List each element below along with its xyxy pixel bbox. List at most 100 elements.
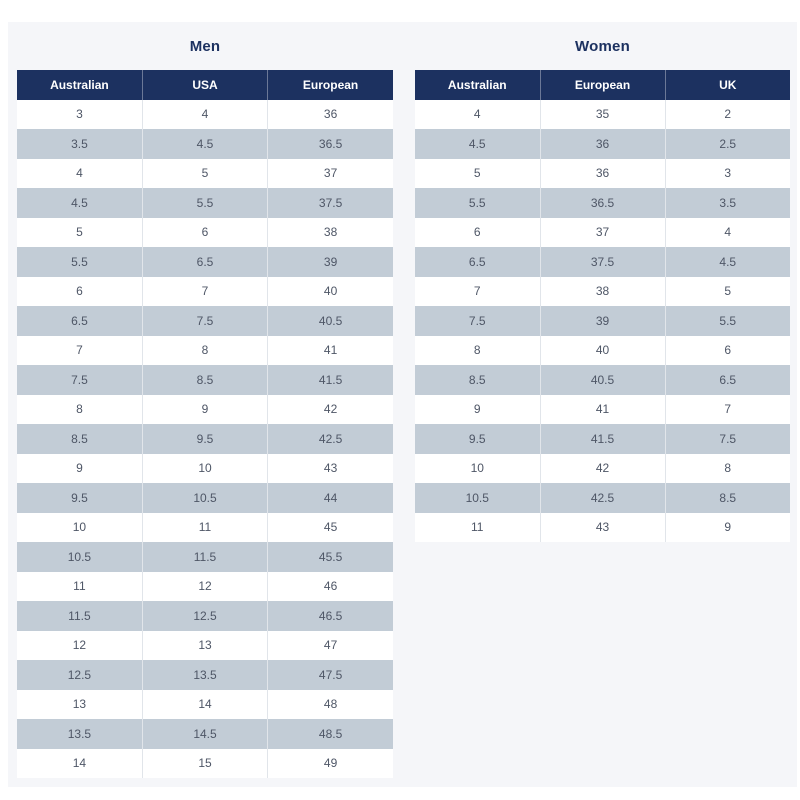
size-cell: 12 <box>17 630 143 660</box>
size-cell: 37 <box>267 158 393 188</box>
table-row: 12.5 13.5 47.5 <box>17 660 393 690</box>
table-row: 9 41 7 <box>415 394 790 424</box>
size-cell: 15 <box>141 748 268 778</box>
women-table-title: Women <box>575 37 630 55</box>
size-cell: 36 <box>539 158 665 188</box>
column-header-australian: Australian <box>415 70 540 100</box>
size-cell: 7 <box>664 394 790 424</box>
men-table-title: Men <box>189 37 221 55</box>
table-row: 10.5 42.5 8.5 <box>415 483 790 513</box>
table-row: 12 13 47 <box>17 630 393 660</box>
size-cell: 48 <box>267 689 393 719</box>
size-chart-panel: Men Australian USA European 3 4 36 3.5 4.5 36… <box>8 22 797 787</box>
women-table-body: 4 35 2 4.5 36 2.5 5 36 3 5.5 36.5 3.5 6 37 4 6.5 37.5 4.5… <box>415 99 790 542</box>
size-cell: 41.5 <box>267 365 393 395</box>
size-cell: 41 <box>539 394 665 424</box>
size-cell: 4.5 <box>141 129 268 159</box>
size-cell: 12.5 <box>17 660 143 690</box>
size-cell: 40.5 <box>267 306 393 336</box>
table-row: 10 11 45 <box>17 512 393 542</box>
table-row: 6 7 40 <box>17 276 393 306</box>
size-cell: 37.5 <box>539 247 665 277</box>
size-cell: 7 <box>141 276 268 306</box>
size-cell: 3 <box>664 158 790 188</box>
size-cell: 5 <box>415 158 540 188</box>
size-cell: 45 <box>267 512 393 542</box>
table-row: 6.5 7.5 40.5 <box>17 306 393 336</box>
size-cell: 7.5 <box>415 306 540 336</box>
size-cell: 9 <box>141 394 268 424</box>
size-cell: 13.5 <box>17 719 143 749</box>
size-cell: 9.5 <box>17 483 143 513</box>
table-row: 5 6 38 <box>17 217 393 247</box>
size-cell: 7 <box>415 276 540 306</box>
table-row: 11 12 46 <box>17 571 393 601</box>
size-cell: 3.5 <box>664 188 790 218</box>
size-cell: 3 <box>17 99 143 129</box>
table-row: 14 15 49 <box>17 748 393 778</box>
size-cell: 9 <box>17 453 143 483</box>
table-row: 8.5 9.5 42.5 <box>17 424 393 454</box>
table-row: 5 36 3 <box>415 158 790 188</box>
table-row: 8 40 6 <box>415 335 790 365</box>
size-cell: 41 <box>267 335 393 365</box>
size-cell: 37 <box>539 217 665 247</box>
header-row: Australian USA European <box>17 70 393 100</box>
table-row: 6.5 37.5 4.5 <box>415 247 790 277</box>
size-cell: 47.5 <box>267 660 393 690</box>
table-row: 3 4 36 <box>17 99 393 129</box>
size-cell: 47 <box>267 630 393 660</box>
size-cell: 5.5 <box>415 188 540 218</box>
size-cell: 9.5 <box>415 424 540 454</box>
size-cell: 38 <box>267 217 393 247</box>
men-table-header: Australian USA European <box>17 70 393 100</box>
size-cell: 11.5 <box>141 542 268 572</box>
women-table-header: Australian European UK <box>415 70 790 100</box>
table-row: 4.5 5.5 37.5 <box>17 188 393 218</box>
table-row: 9.5 41.5 7.5 <box>415 424 790 454</box>
size-cell: 11 <box>415 512 540 542</box>
column-header-australian: Australian <box>17 70 143 100</box>
size-cell: 11 <box>17 571 143 601</box>
size-cell: 10.5 <box>415 483 540 513</box>
size-cell: 14.5 <box>141 719 268 749</box>
table-row: 8 9 42 <box>17 394 393 424</box>
size-cell: 14 <box>141 689 268 719</box>
size-cell: 12 <box>141 571 268 601</box>
table-row: 8.5 40.5 6.5 <box>415 365 790 395</box>
size-cell: 4.5 <box>17 188 143 218</box>
size-cell: 7.5 <box>664 424 790 454</box>
size-cell: 43 <box>267 453 393 483</box>
size-cell: 8 <box>415 335 540 365</box>
table-row: 7.5 8.5 41.5 <box>17 365 393 395</box>
size-cell: 7.5 <box>17 365 143 395</box>
size-cell: 6 <box>415 217 540 247</box>
size-cell: 13 <box>141 630 268 660</box>
size-cell: 45.5 <box>267 542 393 572</box>
size-cell: 9 <box>664 512 790 542</box>
size-cell: 36.5 <box>539 188 665 218</box>
column-header-european: European <box>267 70 393 100</box>
size-cell: 9 <box>415 394 540 424</box>
size-cell: 5.5 <box>17 247 143 277</box>
table-row: 7.5 39 5.5 <box>415 306 790 336</box>
size-cell: 9.5 <box>141 424 268 454</box>
size-cell: 37.5 <box>267 188 393 218</box>
table-row: 4 35 2 <box>415 99 790 129</box>
size-cell: 7 <box>17 335 143 365</box>
size-cell: 10 <box>415 453 540 483</box>
header-row: Australian European UK <box>415 70 790 100</box>
size-cell: 4.5 <box>664 247 790 277</box>
table-row: 7 38 5 <box>415 276 790 306</box>
size-cell: 35 <box>539 99 665 129</box>
size-cell: 5 <box>664 276 790 306</box>
size-cell: 10.5 <box>17 542 143 572</box>
size-cell: 43 <box>539 512 665 542</box>
size-cell: 5 <box>17 217 143 247</box>
size-cell: 5 <box>141 158 268 188</box>
table-row: 9.5 10.5 44 <box>17 483 393 513</box>
size-cell: 3.5 <box>17 129 143 159</box>
table-row: 5.5 36.5 3.5 <box>415 188 790 218</box>
column-header-usa: USA <box>141 70 268 100</box>
table-row: 10.5 11.5 45.5 <box>17 542 393 572</box>
